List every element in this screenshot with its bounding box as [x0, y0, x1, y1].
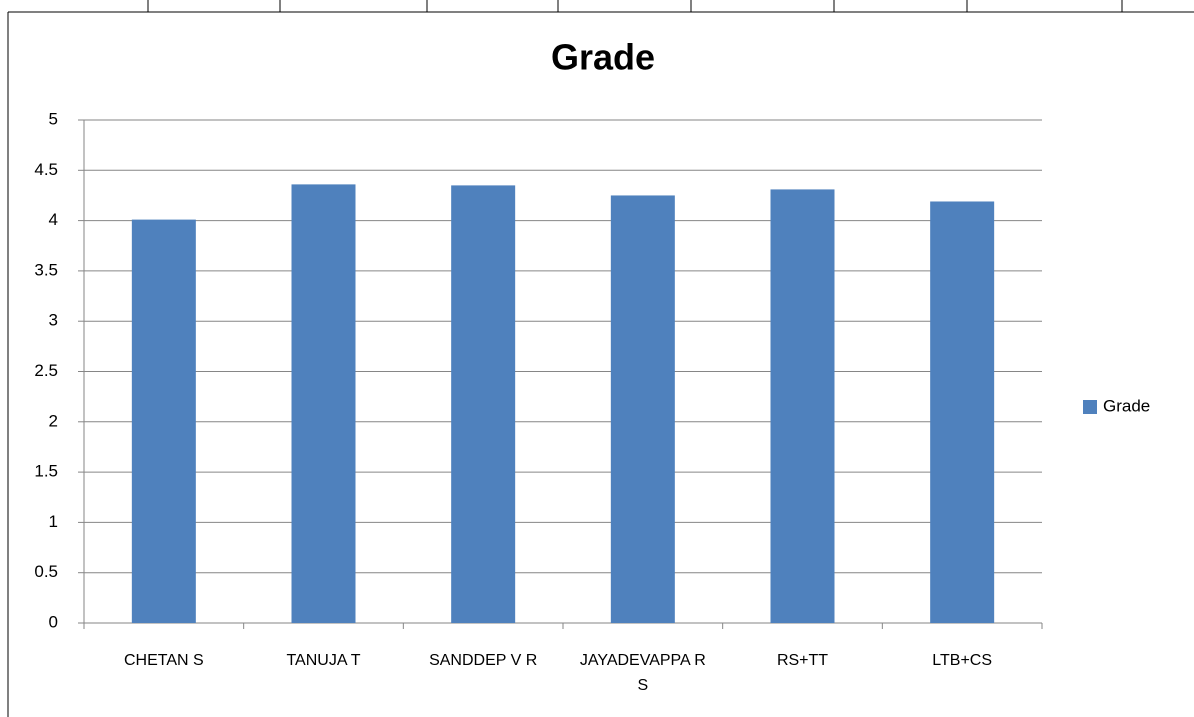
- chart-title: Grade: [551, 37, 655, 78]
- y-tick-label: 3: [49, 311, 58, 330]
- x-tick-label: RS+TT: [776, 652, 829, 669]
- bar: [291, 184, 356, 623]
- bar: [131, 219, 196, 623]
- bar: [451, 185, 516, 623]
- x-tick-label: SANDDEP V R: [429, 652, 538, 669]
- y-tick-label: 0: [49, 612, 58, 631]
- legend-label: Grade: [1103, 396, 1150, 415]
- bar: [930, 201, 995, 623]
- x-tick-label: TANUJA T: [286, 652, 361, 669]
- y-tick-label: 1: [49, 512, 58, 531]
- x-tick-label: LTB+CS: [932, 652, 993, 669]
- y-tick-label: 1.5: [34, 462, 58, 481]
- bar: [610, 195, 675, 623]
- y-tick-label: 4: [49, 210, 58, 229]
- bar: [770, 189, 835, 623]
- x-tick-label: CHETAN S: [123, 652, 204, 669]
- x-tick-label: JAYADEVAPPA R S: [579, 652, 706, 694]
- legend-swatch: [1083, 400, 1097, 414]
- y-tick-label: 0.5: [34, 562, 58, 581]
- y-tick-label: 4.5: [34, 160, 58, 179]
- frame: [7, 0, 1194, 717]
- y-tick-label: 2: [49, 411, 58, 430]
- y-tick-label: 5: [49, 109, 58, 128]
- y-tick-label: 2.5: [34, 361, 58, 380]
- y-tick-label: 3.5: [34, 260, 58, 279]
